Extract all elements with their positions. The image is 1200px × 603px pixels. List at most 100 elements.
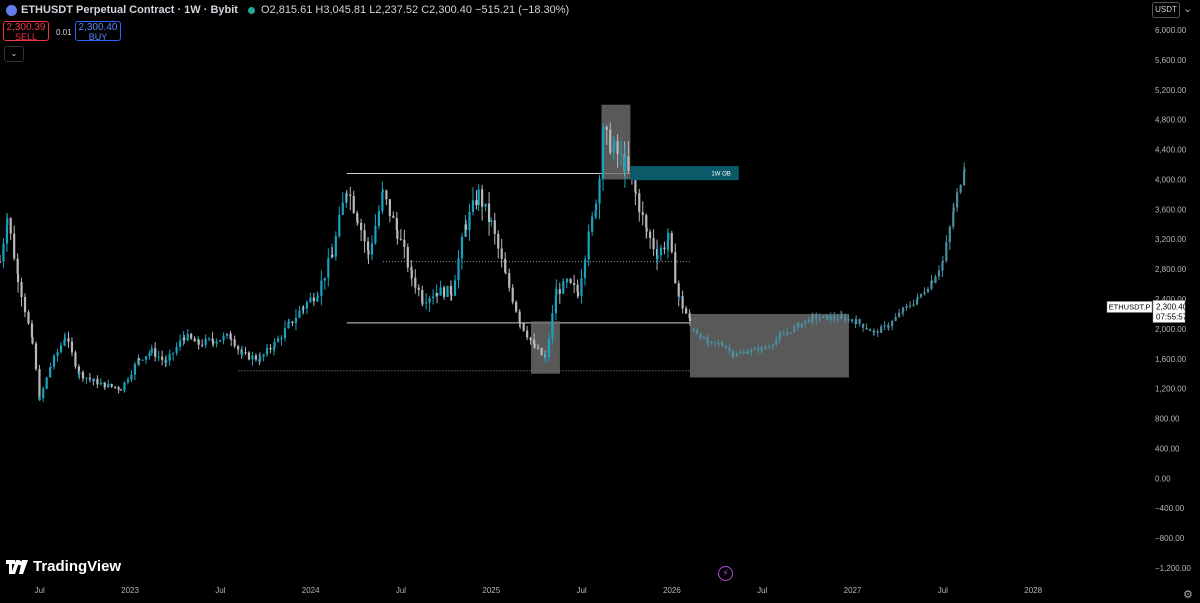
candle xyxy=(449,285,453,295)
candle xyxy=(148,353,151,357)
candle xyxy=(42,388,45,399)
tradingview-logo-icon xyxy=(6,559,28,574)
projection-candle xyxy=(876,331,879,333)
candle xyxy=(229,333,232,339)
projection-candle xyxy=(699,333,702,339)
candle xyxy=(197,339,200,345)
projection-candle xyxy=(847,319,850,321)
flash-icon[interactable]: ⚡ xyxy=(718,566,733,581)
candle xyxy=(602,126,605,141)
more-icon[interactable]: ⌄ xyxy=(1183,3,1193,15)
candle xyxy=(684,308,688,314)
candle xyxy=(591,216,594,232)
candle xyxy=(157,356,160,358)
projection-candle xyxy=(916,296,919,300)
candle xyxy=(331,254,334,257)
candle xyxy=(562,281,565,294)
candle xyxy=(81,372,85,379)
candle xyxy=(638,193,641,213)
candle xyxy=(117,387,120,390)
buy-price: 2,300.40 xyxy=(78,22,118,33)
candle xyxy=(442,287,446,297)
projection-candle xyxy=(804,320,807,324)
candle xyxy=(123,382,126,391)
order-block-zone xyxy=(630,165,739,181)
projection-candle xyxy=(775,339,778,345)
candle xyxy=(366,241,370,251)
ohlc-values: O2,815.61 H3,045.81 L2,237.52 C2,300.40 … xyxy=(260,4,570,16)
projection-candle xyxy=(902,307,905,312)
candle xyxy=(63,339,66,346)
candle xyxy=(446,285,449,297)
projection-candle xyxy=(782,334,785,336)
candle xyxy=(327,258,330,278)
candle xyxy=(273,341,276,348)
levels-layer xyxy=(238,172,690,372)
candle xyxy=(31,337,34,344)
projection-candle xyxy=(840,315,843,320)
y-tick-label: −800.00 xyxy=(1155,534,1185,543)
candle xyxy=(218,340,222,342)
candle xyxy=(555,289,558,296)
candle xyxy=(183,337,186,341)
candle xyxy=(168,353,171,361)
candle xyxy=(436,292,439,296)
candle xyxy=(360,222,363,231)
symbol-title[interactable]: ETHUSDT Perpetual Contract · 1W · Bybit xyxy=(21,4,238,16)
candle xyxy=(262,354,265,357)
projection-candle xyxy=(717,342,720,344)
candle xyxy=(425,302,428,304)
candle xyxy=(172,352,175,354)
currency-selector[interactable]: USDT xyxy=(1152,2,1180,18)
projection-candle xyxy=(778,334,781,340)
candle xyxy=(211,338,214,341)
candle xyxy=(464,224,468,230)
projection-candle xyxy=(811,315,814,323)
candle xyxy=(276,338,280,342)
buy-button[interactable]: 2,300.40 BUY xyxy=(75,21,121,42)
settings-gear-icon[interactable]: ⚙ xyxy=(1183,589,1193,601)
candle xyxy=(0,261,2,263)
projection-candle xyxy=(868,329,872,332)
projection-candle xyxy=(695,330,699,334)
candle xyxy=(74,352,77,367)
tradingview-logo: TradingView xyxy=(6,558,121,575)
projection-candle xyxy=(919,293,923,297)
collapse-chevron-icon[interactable]: ⌄ xyxy=(4,46,24,62)
projection-candle xyxy=(915,299,919,305)
candle xyxy=(481,189,484,207)
projection-candle xyxy=(750,349,753,353)
candle xyxy=(27,312,30,324)
candle xyxy=(38,398,41,400)
candle xyxy=(537,347,540,349)
candle xyxy=(667,233,670,241)
candle xyxy=(576,291,580,297)
symbol-tag xyxy=(1106,301,1153,313)
candle xyxy=(554,295,558,314)
candle xyxy=(323,277,326,281)
projection-candle xyxy=(883,325,886,327)
y-tick-label: 400.00 xyxy=(1155,444,1180,453)
candle xyxy=(417,287,420,290)
candle xyxy=(265,348,269,355)
candle xyxy=(609,129,612,153)
candle xyxy=(161,356,164,360)
candle xyxy=(663,247,666,250)
x-tick-label: 2028 xyxy=(1024,586,1042,595)
candle xyxy=(45,377,48,389)
projection-candle xyxy=(934,276,937,284)
candle xyxy=(670,233,673,253)
projection-candle xyxy=(706,337,709,344)
candle xyxy=(356,221,359,223)
market-open-dot xyxy=(247,6,255,14)
projection-candle xyxy=(840,315,843,317)
sell-button[interactable]: 2,300.39 SELL xyxy=(3,21,49,42)
y-tick-label: 6,000.00 xyxy=(1155,26,1187,35)
candle xyxy=(583,262,587,279)
candle xyxy=(20,282,23,297)
candle xyxy=(370,243,374,255)
symbol-tag-label: ETHUSDT.P xyxy=(1109,302,1151,311)
candle xyxy=(230,338,233,340)
projection-candle xyxy=(702,337,706,339)
